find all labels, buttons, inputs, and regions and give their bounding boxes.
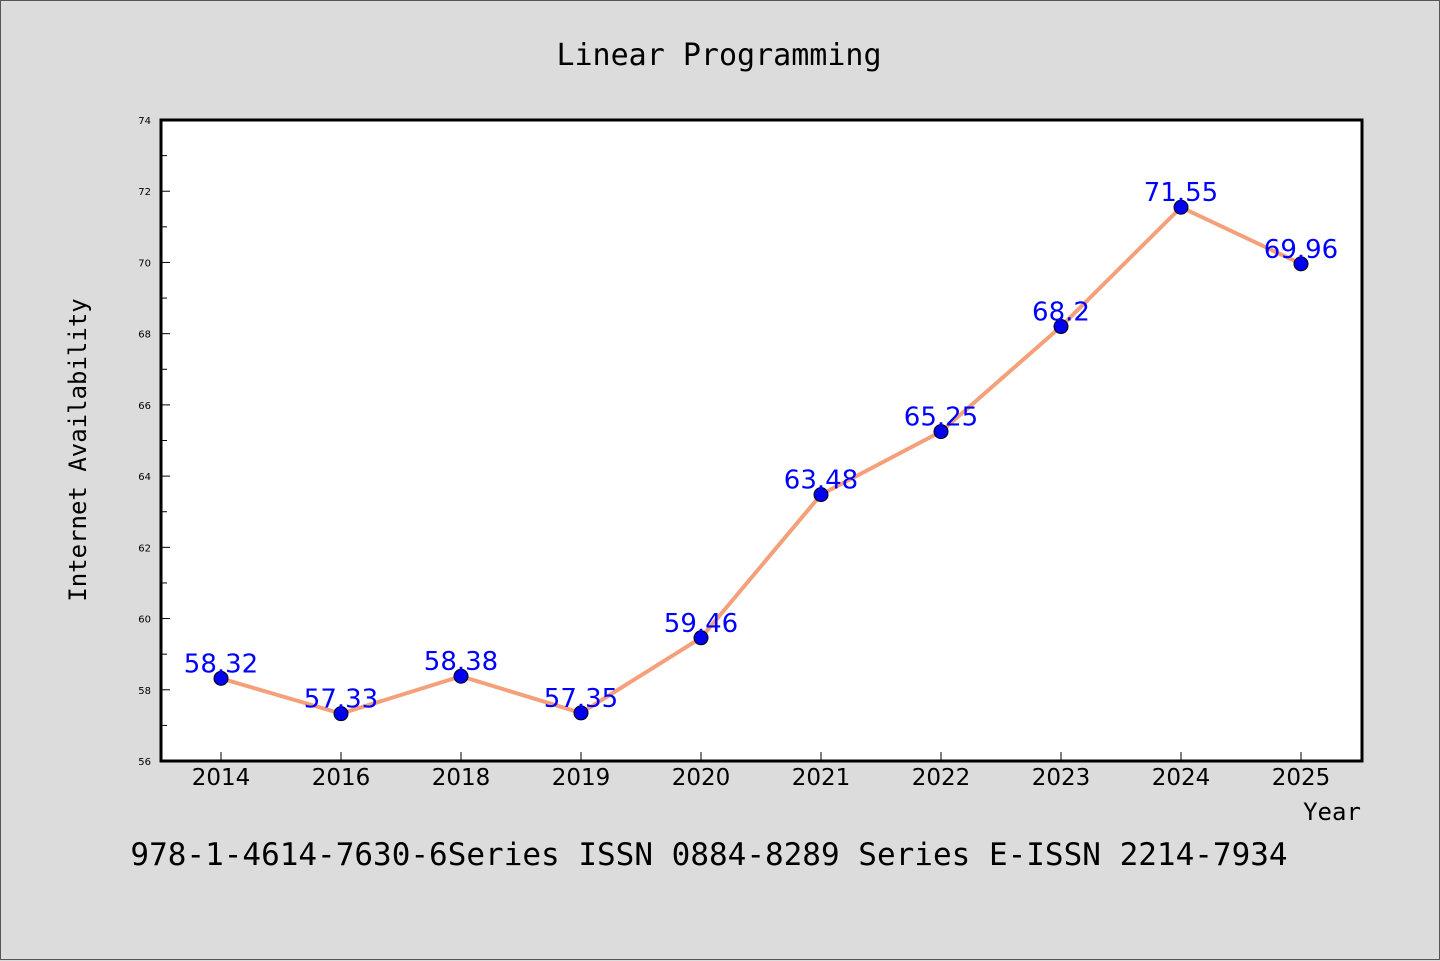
x-tick-label: 2023 [1032,765,1091,791]
y-axis: 56 58 60 62 64 66 68 70 72 74 [138,116,170,768]
data-point [933,424,949,440]
data-point [693,630,709,646]
data-label: 58.38 [424,647,498,677]
data-label: 57.35 [544,684,618,714]
y-tick-label: 68 [138,330,151,341]
data-point [1293,256,1309,272]
y-tick-label: 60 [138,615,151,626]
data-label: 69.96 [1264,235,1338,265]
data-point [213,670,229,686]
data-label: 59.46 [664,609,738,639]
y-tick-label: 70 [138,258,151,269]
x-tick-label: 2020 [672,765,731,791]
x-tick-label: 2024 [1152,765,1211,791]
y-tick-label: 58 [138,686,151,697]
data-label: 58.32 [184,649,258,679]
x-axis-label: Year [1303,798,1361,826]
y-tick-label: 62 [138,543,151,554]
x-tick-label: 2016 [312,765,371,791]
footer-text: 978-1-4614-7630-6Series ISSN 0884-8289 S… [130,837,1287,873]
plot-area [159,118,1364,763]
x-axis: 2014 2016 2018 2019 2020 2021 2022 2023 2024 2025 [192,752,1331,791]
data-label: 63.48 [784,466,858,496]
data-label: 71.55 [1144,178,1218,208]
data-point [333,706,349,722]
data-point [1053,319,1069,335]
y-tick-label: 74 [138,116,151,127]
data-point [813,487,829,503]
x-tick-label: 2021 [792,765,851,791]
data-label: 57.33 [304,685,378,715]
y-tick-label: 56 [138,757,151,768]
series-line-group [219,205,1303,716]
data-point [573,705,589,721]
y-axis-label: Internet Availability [64,298,92,601]
data-point [453,668,469,684]
x-tick-label: 2014 [192,765,251,791]
series-line [219,205,1303,716]
y-tick-label: 72 [138,187,151,198]
x-tick-label: 2022 [912,765,971,791]
y-tick-label: 64 [138,472,151,483]
data-label: 65.25 [904,403,978,433]
data-label: 68.2 [1032,298,1090,328]
data-labels-group: 58.32 57.33 58.38 57.35 59.46 63.48 65.25 68.2 7… [184,178,1338,714]
data-points-group [213,199,1309,722]
data-point [1173,199,1189,215]
x-tick-label: 2018 [432,765,491,791]
x-tick-label: 2019 [552,765,611,791]
y-tick-label: 66 [138,401,151,412]
chart-title: Linear Programming [556,38,881,73]
x-tick-label: 2025 [1272,765,1331,791]
